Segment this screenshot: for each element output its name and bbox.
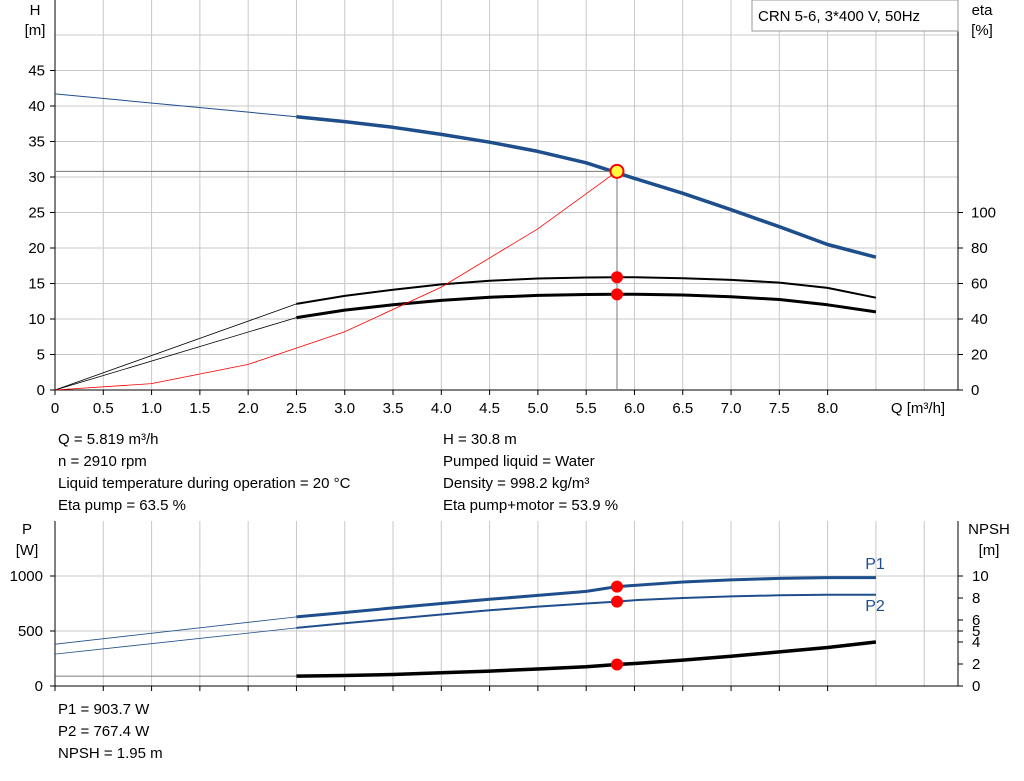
info-block-right-top: H = 30.8 m Pumped liquid = Water Density… — [443, 429, 618, 517]
liquid-temperature-value: Liquid temperature during operation = 20… — [58, 475, 351, 492]
p1-value: P1 = 903.7 W — [58, 701, 150, 718]
p2-marker — [610, 595, 623, 608]
x-tick-label: 4.0 — [431, 400, 452, 417]
y-axis-label: H — [30, 2, 41, 19]
npsh-value: NPSH = 1.95 m — [58, 745, 163, 762]
y-axis-unit: [m] — [25, 22, 46, 39]
chart-title: CRN 5-6, 3*400 V, 50Hz — [758, 8, 920, 25]
head-curve — [296, 114, 877, 259]
y-tick-label: 5 — [37, 347, 45, 364]
y-tick-label: 1000 — [10, 568, 43, 585]
y-right-axis-unit: [%] — [971, 22, 993, 39]
x-axis-label: Q [m³/h] — [891, 400, 945, 417]
x-tick-label: 2.5 — [286, 400, 307, 417]
eta-pump-motor-curve-extrapolated — [54, 317, 297, 391]
x-tick-label: 0.5 — [93, 400, 114, 417]
y-right-tick-label: 2 — [972, 656, 980, 673]
y-right-axis-label: eta — [972, 2, 994, 19]
eta-pump-motor-value: Eta pump+motor = 53.9 % — [443, 497, 619, 514]
system-curve — [54, 170, 618, 391]
p1-marker — [610, 580, 623, 593]
pumped-liquid-value: Pumped liquid = Water — [443, 453, 595, 470]
y-right-tick-label: 6 — [972, 612, 980, 629]
eta-pump-motor-curve — [296, 292, 877, 320]
y-axis-label: P — [22, 521, 32, 538]
y-right-tick-label: 60 — [971, 276, 988, 293]
speed-value: n = 2910 rpm — [58, 453, 147, 470]
y-right-tick-label: 0 — [971, 382, 979, 399]
p2-value: P2 = 767.4 W — [58, 723, 150, 740]
y-right-tick-label: 5 — [972, 623, 980, 640]
head-curve-extrapolated — [54, 93, 297, 118]
p2-curve — [296, 593, 876, 629]
y-tick-label: 15 — [28, 276, 45, 293]
head-value: H = 30.8 m — [443, 431, 517, 448]
flow-value: Q = 5.819 m³/h — [58, 431, 159, 448]
eta-pump-curve — [296, 276, 877, 305]
y-tick-label: 0 — [35, 678, 43, 695]
y-right-tick-label: 80 — [971, 240, 988, 257]
y-right-tick-label: 20 — [971, 347, 988, 364]
x-tick-label: 4.5 — [479, 400, 500, 417]
eta-pump-motor-marker — [610, 288, 623, 301]
x-tick-label: 0 — [51, 400, 59, 417]
y-right-axis-unit: [m] — [979, 542, 1000, 559]
y-tick-label: 35 — [28, 134, 45, 151]
npsh-marker — [610, 658, 623, 671]
y-right-tick-label: 10 — [972, 568, 989, 585]
y-tick-label: 500 — [18, 623, 43, 640]
x-tick-label: 5.5 — [576, 400, 597, 417]
info-block-left-top: Q = 5.819 m³/h n = 2910 rpm Liquid tempe… — [58, 429, 350, 517]
y-right-axis-label: NPSH — [968, 521, 1010, 538]
y-right-tick-label: 100 — [971, 205, 996, 222]
y-right-tick-label: 40 — [971, 311, 988, 328]
chart-title-box — [751, 0, 959, 32]
x-tick-label: 7.5 — [769, 400, 790, 417]
x-tick-label: 5.0 — [527, 400, 548, 417]
y-right-tick-label: 0 — [972, 678, 980, 695]
x-tick-label: 2.0 — [238, 400, 259, 417]
p1-series-label: P1 — [865, 556, 885, 573]
duty-point-marker — [609, 163, 625, 179]
x-tick-label: 6.5 — [672, 400, 693, 417]
x-tick-label: 1.5 — [189, 400, 210, 417]
p2-series-label: P2 — [865, 598, 885, 615]
y-tick-label: 0 — [37, 382, 45, 399]
y-tick-label: 25 — [28, 205, 45, 222]
y-tick-label: 45 — [28, 63, 45, 80]
x-tick-label: 8.0 — [817, 400, 838, 417]
y-right-tick-label: 4 — [972, 634, 980, 651]
y-tick-label: 20 — [28, 240, 45, 257]
x-tick-label: 7.0 — [721, 400, 742, 417]
x-tick-label: 3.5 — [383, 400, 404, 417]
npsh-curve — [296, 640, 877, 678]
p2-curve-extrapolated — [54, 627, 297, 655]
info-block-bottom: P1 = 903.7 W P2 = 767.4 W NPSH = 1.95 m — [58, 699, 163, 765]
y-axis-unit: [W] — [16, 542, 39, 559]
y-tick-label: 10 — [28, 311, 45, 328]
p1-curve — [296, 576, 876, 619]
x-tick-label: 1.0 — [141, 400, 162, 417]
x-tick-label: 3.0 — [334, 400, 355, 417]
y-tick-label: 40 — [28, 98, 45, 115]
density-value: Density = 998.2 kg/m³ — [443, 475, 590, 492]
y-tick-label: 30 — [28, 169, 45, 186]
eta-pump-value: Eta pump = 63.5 % — [58, 497, 186, 514]
eta-pump-marker — [610, 271, 623, 284]
eta-pump-curve-extrapolated — [54, 303, 297, 391]
x-tick-label: 6.0 — [624, 400, 645, 417]
p1-curve-extrapolated — [54, 616, 297, 645]
y-right-tick-label: 8 — [972, 590, 980, 607]
